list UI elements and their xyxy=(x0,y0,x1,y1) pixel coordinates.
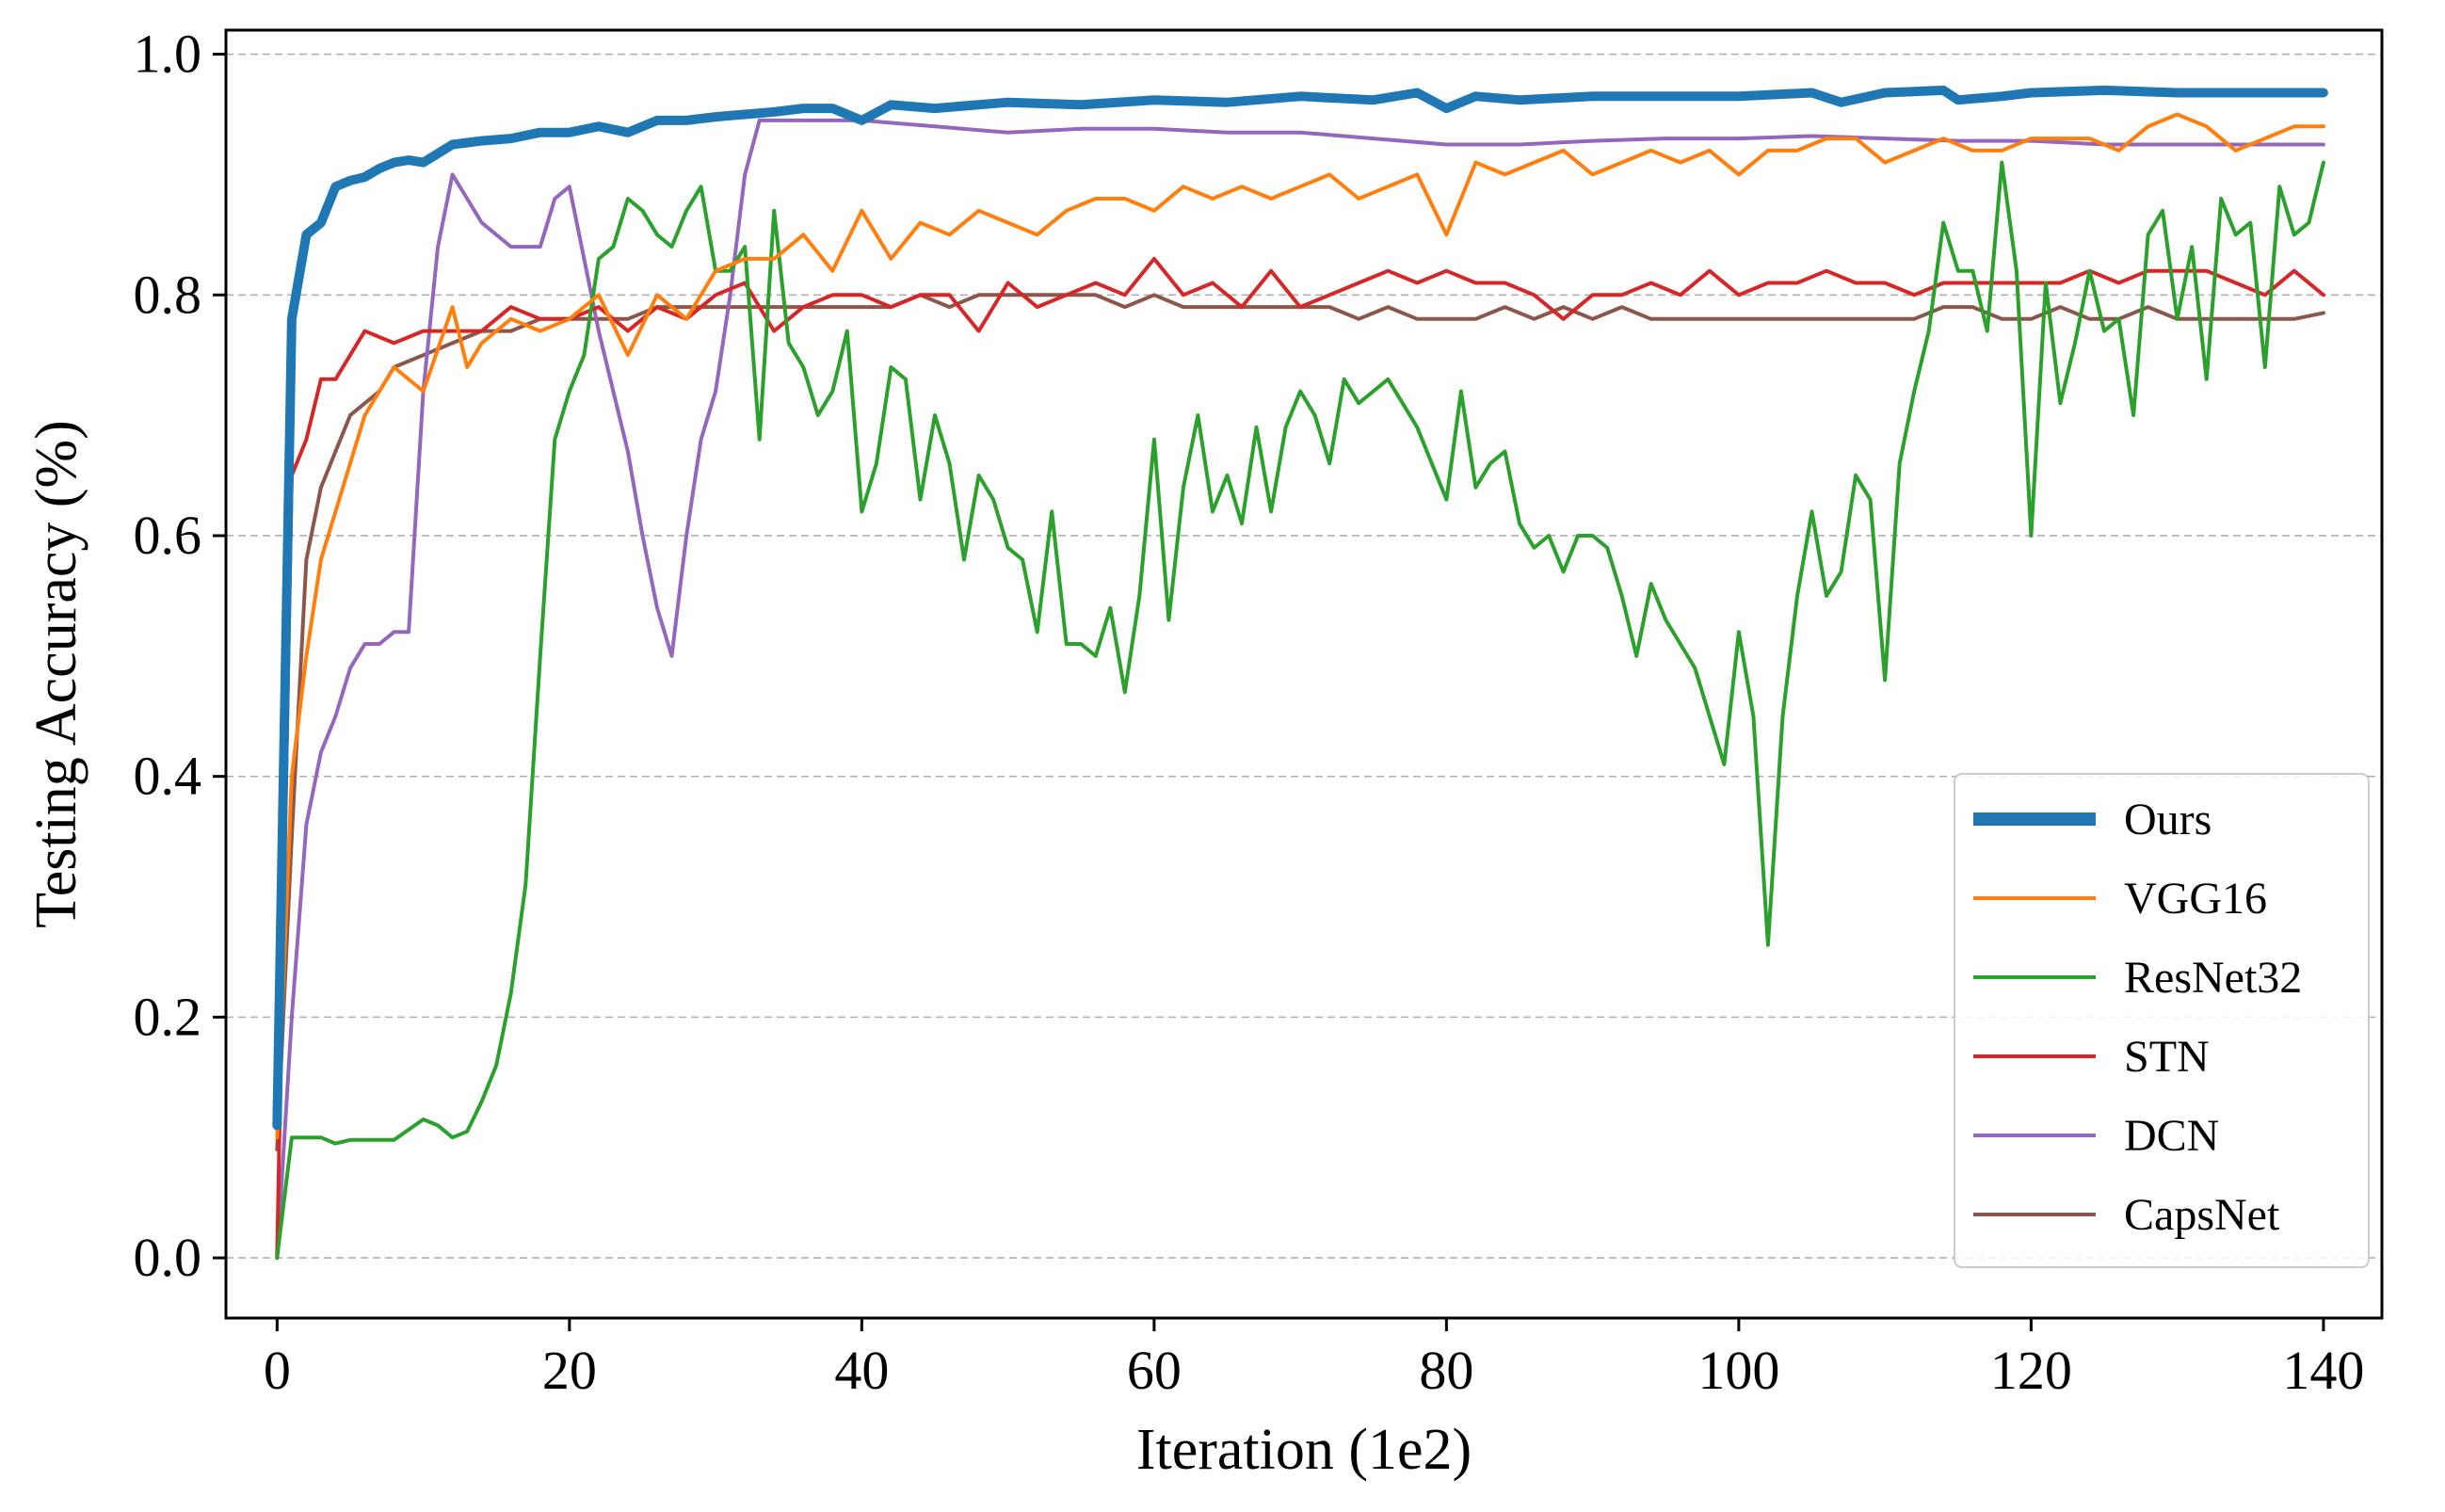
axis-ticks: 0.0 0.2 0.4 0.6 0.8 1.0 0 20 40 60 80 100 120 140 xyxy=(134,24,2365,1401)
y-tick-label: 1.0 xyxy=(134,24,202,85)
series-lines xyxy=(272,85,2328,1261)
legend-label-vgg16: VGG16 xyxy=(2124,874,2267,924)
x-tick-label: 100 xyxy=(1697,1340,1779,1401)
y-tick-label: 0.4 xyxy=(134,746,202,807)
x-tick-label: 80 xyxy=(1419,1340,1473,1401)
y-tick-label: 0.2 xyxy=(134,986,202,1047)
y-tick-label: 0.6 xyxy=(134,505,202,566)
legend-label-capsnet: CapsNet xyxy=(2124,1190,2280,1240)
plot-frame xyxy=(224,28,2384,1320)
x-tick-label: 60 xyxy=(1127,1340,1182,1401)
legend: Ours VGG16 ResNet32 STN DCN CapsNet xyxy=(1954,773,2370,1268)
x-tick-label: 40 xyxy=(834,1340,889,1401)
legend-label-dcn: DCN xyxy=(2124,1111,2219,1161)
series-line-resnet32 xyxy=(275,160,2325,1261)
y-tick-label: 0.0 xyxy=(134,1227,202,1288)
x-tick-label: 140 xyxy=(2282,1340,2364,1401)
series-line-vgg16 xyxy=(275,112,2325,1140)
x-axis-label: Iteration (1e2) xyxy=(1136,1418,1472,1482)
x-tick-label: 0 xyxy=(264,1340,291,1401)
x-tick-label: 120 xyxy=(1990,1340,2072,1401)
legend-label-resnet32: ResNet32 xyxy=(2124,953,2302,1003)
series-line-ours xyxy=(272,85,2328,1131)
gridlines xyxy=(226,53,2382,1259)
series-line-dcn xyxy=(275,118,2325,1261)
legend-label-ours: Ours xyxy=(2124,795,2212,844)
y-tick-label: 0.8 xyxy=(134,264,202,325)
y-axis-label: Testing Accuracy (%) xyxy=(24,420,88,928)
x-tick-label: 20 xyxy=(542,1340,597,1401)
legend-label-stn: STN xyxy=(2124,1032,2210,1082)
